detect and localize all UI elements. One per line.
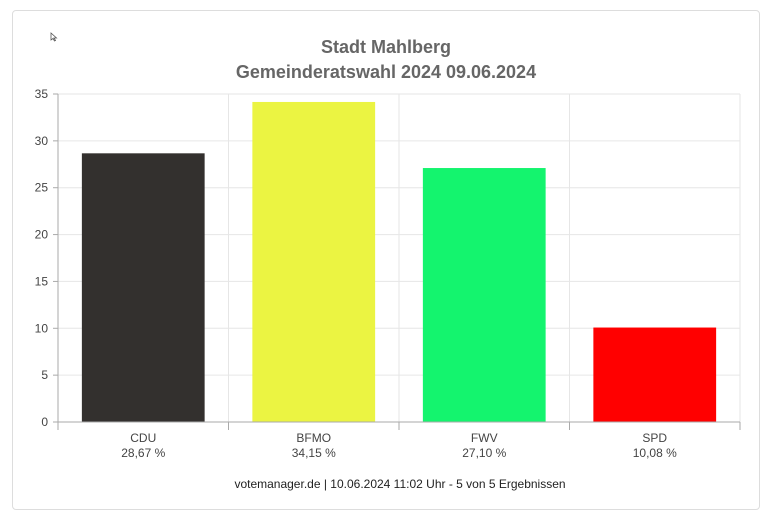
bar-fwv [422, 168, 546, 422]
x-value-label: 27,10 % [462, 446, 506, 460]
bar-spd [593, 327, 717, 422]
x-value-label: 28,67 % [121, 446, 165, 460]
y-tick-label: 30 [35, 134, 49, 148]
bars [81, 101, 717, 423]
x-category-label: BFMO [296, 431, 331, 445]
y-axis-ticks: 0 5 10 15 20 25 30 35 [35, 87, 58, 429]
x-category-label: SPD [642, 431, 667, 445]
y-tick-label: 15 [35, 274, 49, 288]
y-tick-label: 20 [35, 228, 49, 242]
x-category-label: CDU [130, 431, 156, 445]
y-tick-label: 5 [41, 368, 48, 382]
x-category-label: FWV [471, 431, 498, 445]
y-tick-label: 35 [35, 87, 49, 101]
y-tick-label: 0 [41, 415, 48, 429]
y-tick-label: 25 [35, 181, 49, 195]
chart-subtitle: Gemeinderatswahl 2024 09.06.2024 [236, 62, 536, 82]
bar-bfmo [252, 101, 376, 423]
axes [57, 94, 740, 423]
y-tick-label: 10 [35, 321, 49, 335]
x-value-label: 34,15 % [292, 446, 336, 460]
x-value-label: 10,08 % [633, 446, 677, 460]
bar-cdu [81, 153, 205, 422]
footer-source: votemanager.de | 10.06.2024 11:02 Uhr - … [234, 477, 565, 491]
mouse-pointer-icon [50, 32, 58, 42]
chart-title: Stadt Mahlberg [321, 37, 451, 57]
